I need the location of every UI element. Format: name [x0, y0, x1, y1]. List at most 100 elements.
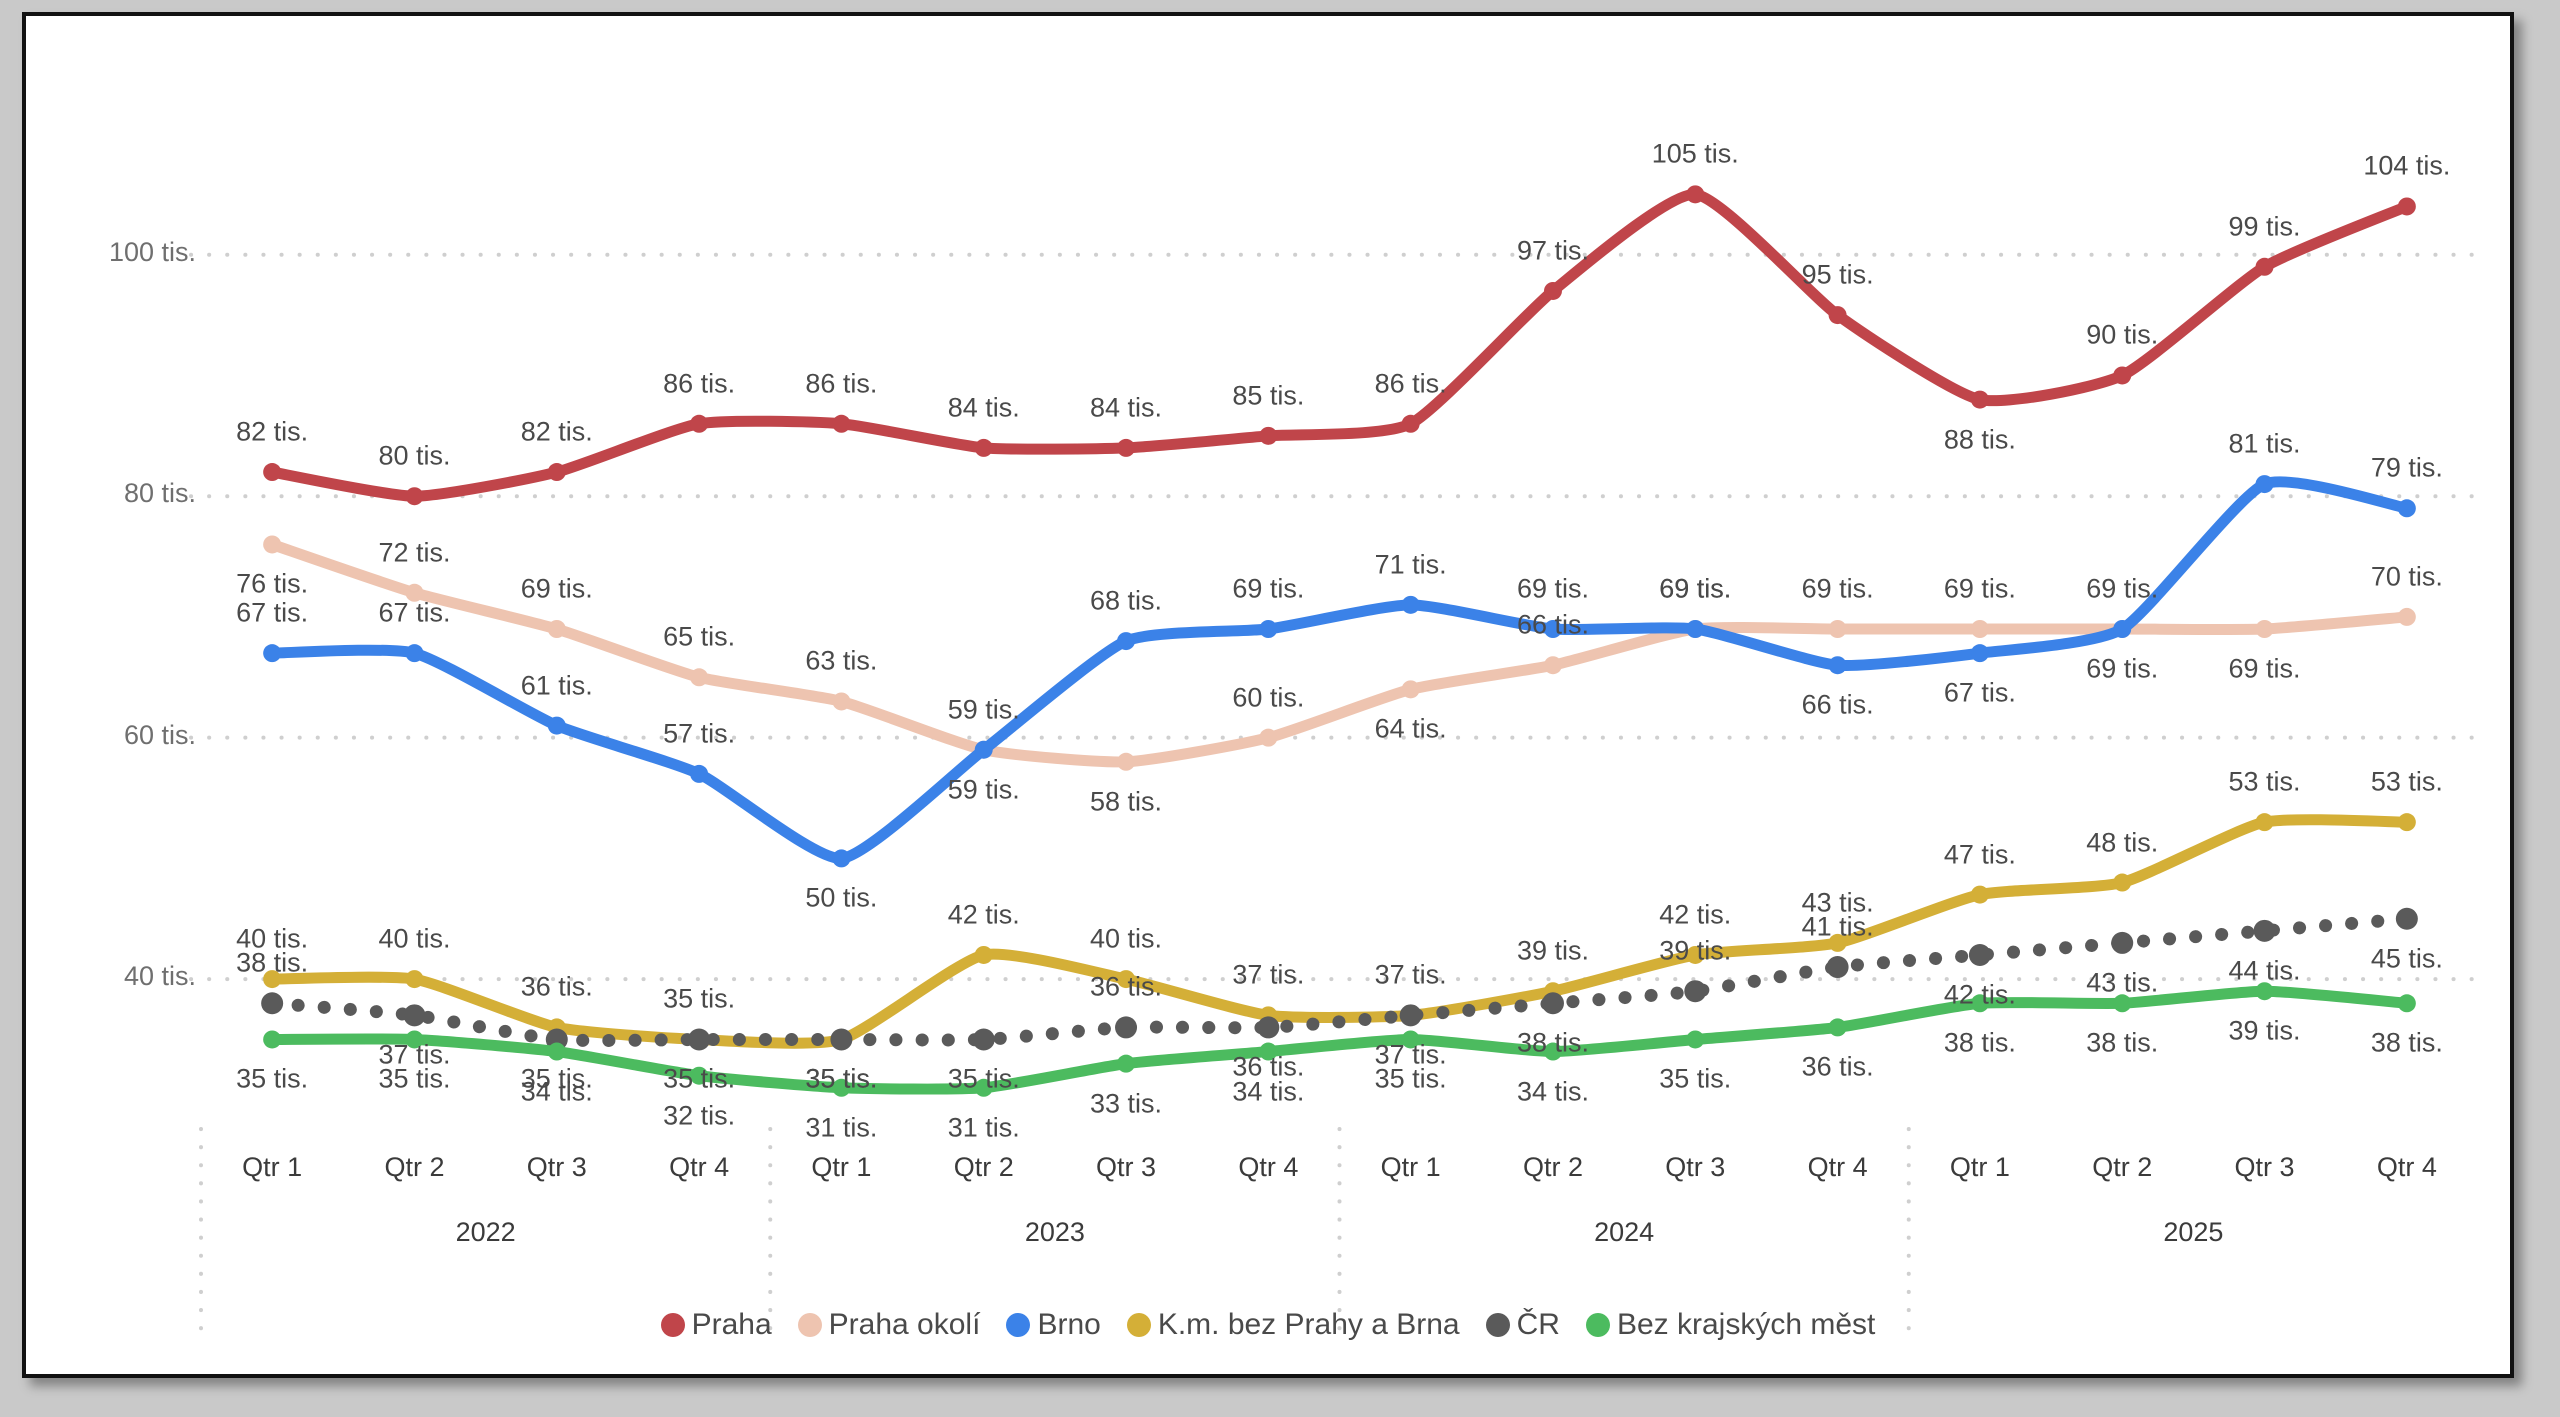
series-point	[1826, 956, 1849, 979]
data-label: 88 tis.	[1943, 424, 2016, 455]
legend-item[interactable]: Praha okolí	[797, 1308, 981, 1342]
data-label: 35 tis.	[520, 1063, 593, 1094]
series-point	[690, 764, 709, 783]
data-label: 41 tis.	[1801, 911, 1874, 942]
series-point	[832, 1030, 851, 1049]
series-point	[2397, 499, 2416, 518]
data-label: 82 tis.	[520, 416, 593, 447]
legend-item[interactable]: Brno	[1006, 1308, 1101, 1342]
series-point	[2397, 197, 2416, 216]
legend-item[interactable]: K.m. bez Prahy a Brna	[1126, 1308, 1460, 1342]
series-point	[690, 414, 709, 433]
series-point	[2397, 607, 2416, 626]
data-label: 37 tis.	[1374, 1039, 1447, 1070]
data-label: 40 tis.	[236, 923, 309, 954]
data-label: 86 tis.	[805, 368, 878, 399]
data-label: 45 tis.	[2370, 943, 2443, 974]
series-point	[1257, 1016, 1280, 1039]
y-axis-tick: 80 tis.	[123, 478, 196, 509]
series-point	[545, 1028, 568, 1051]
data-label: 76 tis.	[236, 568, 309, 599]
series-point	[974, 740, 993, 759]
series-point	[974, 740, 993, 759]
series-point	[405, 970, 424, 989]
data-label: 79 tis.	[2370, 452, 2443, 483]
series-point	[1828, 306, 1847, 325]
series-point	[1686, 185, 1705, 204]
series-point	[974, 438, 993, 457]
x-axis-quarter-label: Qtr 2	[1522, 1152, 1583, 1182]
data-label: 58 tis.	[1090, 786, 1163, 817]
series-point	[1401, 595, 1420, 614]
series-point	[2255, 475, 2274, 494]
series-point	[405, 644, 424, 663]
series-point	[2113, 873, 2132, 892]
legend-swatch-icon	[660, 1313, 685, 1337]
x-axis-quarter-label: Qtr 3	[1096, 1152, 1157, 1182]
series-point	[832, 692, 851, 711]
series-point	[1543, 982, 1562, 1001]
data-label: 38 tis.	[2370, 1027, 2443, 1058]
series-point	[688, 1028, 711, 1051]
data-label: 104 tis.	[2363, 150, 2451, 181]
data-label: 35 tis.	[663, 1063, 736, 1094]
data-label: 47 tis.	[1943, 839, 2016, 870]
data-label: 39 tis.	[2228, 1015, 2301, 1046]
x-axis-quarter-label: Qtr 2	[384, 1152, 445, 1182]
data-label: 63 tis.	[805, 645, 878, 676]
legend-label: Bez krajských měst	[1616, 1308, 1876, 1341]
series-point	[2395, 907, 2418, 930]
series-point	[974, 945, 993, 964]
legend-item[interactable]: Praha	[660, 1308, 772, 1342]
series-point	[1117, 752, 1136, 771]
data-label: 40 tis.	[378, 923, 451, 954]
data-label: 35 tis.	[805, 1063, 878, 1094]
legend-swatch-icon	[797, 1313, 822, 1337]
x-axis-quarter-label: Qtr 3	[1665, 1152, 1726, 1182]
data-label: 69 tis.	[1659, 573, 1732, 604]
data-label: 35 tis.	[236, 1063, 309, 1094]
data-label: 69 tis.	[2086, 573, 2159, 604]
data-label: 36 tis.	[1232, 1051, 1305, 1082]
data-label: 33 tis.	[1090, 1088, 1163, 1119]
x-axis-quarter-label: Qtr 1	[1380, 1152, 1441, 1182]
series-point	[972, 1028, 995, 1051]
data-label: 69 tis.	[1943, 573, 2016, 604]
series-point	[1970, 620, 1989, 638]
series-point	[2113, 620, 2132, 638]
data-label: 105 tis.	[1651, 138, 1739, 169]
data-label: 36 tis.	[1801, 1051, 1874, 1082]
data-label: 69 tis.	[1801, 573, 1874, 604]
series-point	[1828, 1018, 1847, 1037]
x-axis-quarter-label: Qtr 4	[669, 1152, 730, 1182]
series-point	[1401, 680, 1420, 699]
series-point	[403, 1004, 426, 1027]
series-point	[1259, 1006, 1278, 1025]
series-point	[261, 992, 284, 1015]
series-point	[2111, 931, 2134, 954]
series-point	[2253, 919, 2276, 942]
legend-item[interactable]: Bez krajských měst	[1585, 1308, 1876, 1342]
data-label: 81 tis.	[2228, 428, 2301, 459]
legend-swatch-icon	[1126, 1313, 1151, 1337]
x-axis-year-label: 2022	[455, 1217, 516, 1247]
data-label: 68 tis.	[1090, 585, 1163, 616]
data-label: 38 tis.	[236, 947, 309, 978]
legend-label: Praha okolí	[828, 1308, 981, 1341]
series-point	[2255, 620, 2274, 638]
series-point	[1117, 632, 1136, 651]
data-label: 38 tis.	[2086, 1027, 2159, 1058]
series-point	[690, 668, 709, 687]
data-label: 34 tis.	[1516, 1076, 1589, 1107]
data-label: 64 tis.	[1374, 713, 1447, 744]
legend-label: K.m. bez Prahy a Brna	[1157, 1308, 1460, 1341]
legend-item[interactable]: ČR	[1485, 1308, 1560, 1342]
series-point	[1259, 728, 1278, 747]
data-label: 69 tis.	[1659, 573, 1732, 604]
series-point	[1541, 992, 1564, 1015]
series-point	[2397, 813, 2416, 832]
data-label: 42 tis.	[1943, 979, 2016, 1010]
series-point	[1686, 620, 1705, 638]
data-label: 43 tis.	[1801, 887, 1874, 918]
